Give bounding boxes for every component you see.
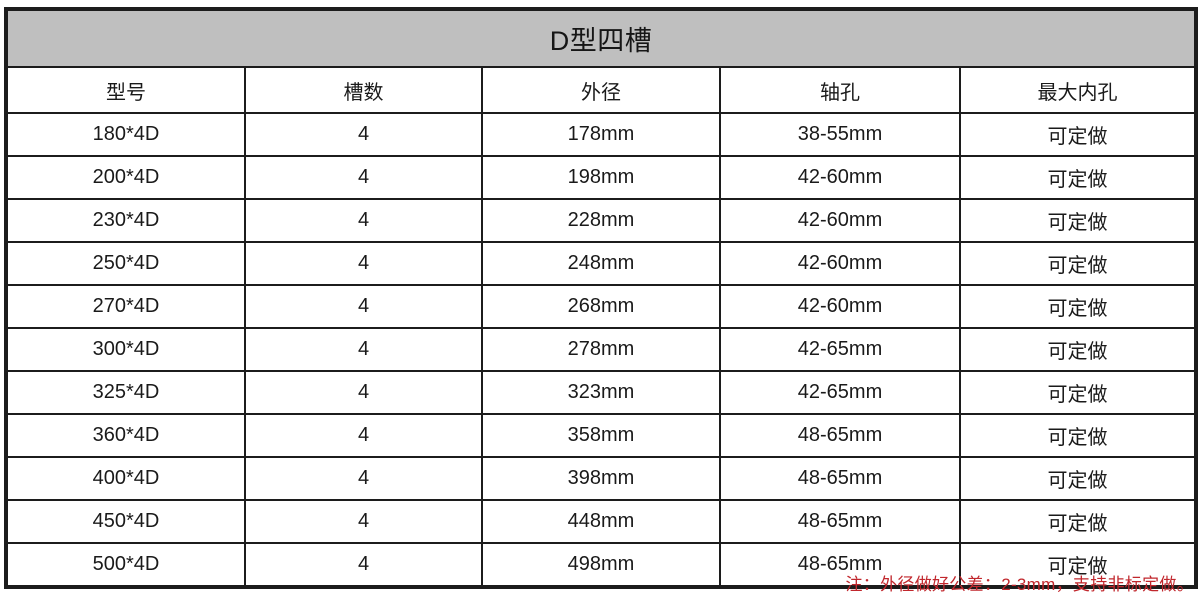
cell-grooves: 4	[244, 198, 483, 243]
cell-model: 450*4D	[5, 499, 246, 544]
cell-model: 325*4D	[5, 370, 246, 415]
spec-table-container: D型四槽 型号 槽数 外径 轴孔 最大内孔 180*4D 4 178mm 38-55m…	[4, 7, 1199, 589]
cell-grooves: 4	[244, 413, 483, 458]
cell-max-bore: 可定做	[958, 413, 1198, 458]
cell-shaft-bore: 48-65mm	[719, 413, 961, 458]
cell-shaft-bore: 42-60mm	[719, 155, 961, 200]
cell-outer-diameter: 448mm	[481, 499, 721, 544]
cell-outer-diameter: 323mm	[481, 370, 721, 415]
cell-outer-diameter: 178mm	[481, 112, 721, 157]
column-header-model: 型号	[5, 66, 246, 114]
table-title-row: D型四槽	[6, 9, 1197, 68]
cell-outer-diameter: 228mm	[481, 198, 721, 243]
column-header-shaft-bore: 轴孔	[719, 66, 961, 114]
cell-grooves: 4	[244, 499, 483, 544]
cell-max-bore: 可定做	[958, 370, 1198, 415]
cell-shaft-bore: 42-60mm	[719, 241, 961, 286]
cell-shaft-bore: 42-60mm	[719, 198, 961, 243]
cell-outer-diameter: 248mm	[481, 241, 721, 286]
cell-max-bore: 可定做	[958, 241, 1198, 286]
cell-max-bore: 可定做	[958, 499, 1198, 544]
cell-grooves: 4	[244, 327, 483, 372]
cell-outer-diameter: 358mm	[481, 413, 721, 458]
table-row: 230*4D 4 228mm 42-60mm 可定做	[5, 198, 1198, 243]
column-header-outer-dia: 外径	[481, 66, 721, 114]
cell-max-bore: 可定做	[958, 542, 1198, 588]
table-row: 360*4D 4 358mm 48-65mm 可定做	[5, 413, 1198, 458]
cell-grooves: 4	[244, 112, 483, 157]
table-row: 400*4D 4 398mm 48-65mm 可定做	[5, 456, 1198, 501]
table-title: D型四槽	[6, 9, 1197, 68]
cell-outer-diameter: 268mm	[481, 284, 721, 329]
table-row: 180*4D 4 178mm 38-55mm 可定做	[5, 112, 1198, 157]
cell-model: 250*4D	[5, 241, 246, 286]
cell-outer-diameter: 398mm	[481, 456, 721, 501]
table-row: 200*4D 4 198mm 42-60mm 可定做	[5, 155, 1198, 200]
table-header-row: 型号 槽数 外径 轴孔 最大内孔	[5, 66, 1198, 114]
cell-model: 400*4D	[5, 456, 246, 501]
cell-max-bore: 可定做	[958, 155, 1198, 200]
table-row: 270*4D 4 268mm 42-60mm 可定做	[5, 284, 1198, 329]
cell-shaft-bore: 42-60mm	[719, 284, 961, 329]
cell-model: 180*4D	[5, 112, 246, 157]
cell-outer-diameter: 278mm	[481, 327, 721, 372]
cell-max-bore: 可定做	[958, 456, 1198, 501]
table-row: 250*4D 4 248mm 42-60mm 可定做	[5, 241, 1198, 286]
cell-shaft-bore: 42-65mm	[719, 370, 961, 415]
footnote-note: 注：外径做好公差：2-3mm，支持非标定做。	[845, 575, 1194, 594]
cell-outer-diameter: 198mm	[481, 155, 721, 200]
spec-table: D型四槽 型号 槽数 外径 轴孔 最大内孔 180*4D 4 178mm 38-55m…	[4, 7, 1199, 589]
cell-max-bore: 可定做	[958, 284, 1198, 329]
cell-model: 500*4D	[5, 542, 246, 588]
cell-shaft-bore: 48-65mm	[719, 456, 961, 501]
cell-model: 300*4D	[5, 327, 246, 372]
cell-model: 230*4D	[5, 198, 246, 243]
cell-shaft-bore: 48-65mm	[719, 542, 961, 588]
table-row: 450*4D 4 448mm 48-65mm 可定做	[5, 499, 1198, 544]
cell-grooves: 4	[244, 241, 483, 286]
table-row: 325*4D 4 323mm 42-65mm 可定做	[5, 370, 1198, 415]
cell-model: 270*4D	[5, 284, 246, 329]
table-head: D型四槽 型号 槽数 外径 轴孔 最大内孔	[5, 9, 1198, 114]
cell-grooves: 4	[244, 155, 483, 200]
cell-grooves: 4	[244, 284, 483, 329]
column-header-max-bore: 最大内孔	[958, 66, 1198, 114]
cell-shaft-bore: 42-65mm	[719, 327, 961, 372]
cell-shaft-bore: 48-65mm	[719, 499, 961, 544]
table-row: 500*4D 4 498mm 48-65mm 可定做	[5, 542, 1198, 588]
column-header-grooves: 槽数	[244, 66, 483, 114]
cell-max-bore: 可定做	[958, 198, 1198, 243]
cell-model: 360*4D	[5, 413, 246, 458]
cell-model: 200*4D	[5, 155, 246, 200]
cell-shaft-bore: 38-55mm	[719, 112, 961, 157]
cell-grooves: 4	[244, 370, 483, 415]
table-row: 300*4D 4 278mm 42-65mm 可定做	[5, 327, 1198, 372]
cell-max-bore: 可定做	[958, 112, 1198, 157]
cell-grooves: 4	[244, 456, 483, 501]
cell-outer-diameter: 498mm	[481, 542, 721, 588]
cell-max-bore: 可定做	[958, 327, 1198, 372]
cell-grooves: 4	[244, 542, 483, 588]
table-body: 180*4D 4 178mm 38-55mm 可定做 200*4D 4 198mm 42-60m…	[5, 112, 1198, 588]
